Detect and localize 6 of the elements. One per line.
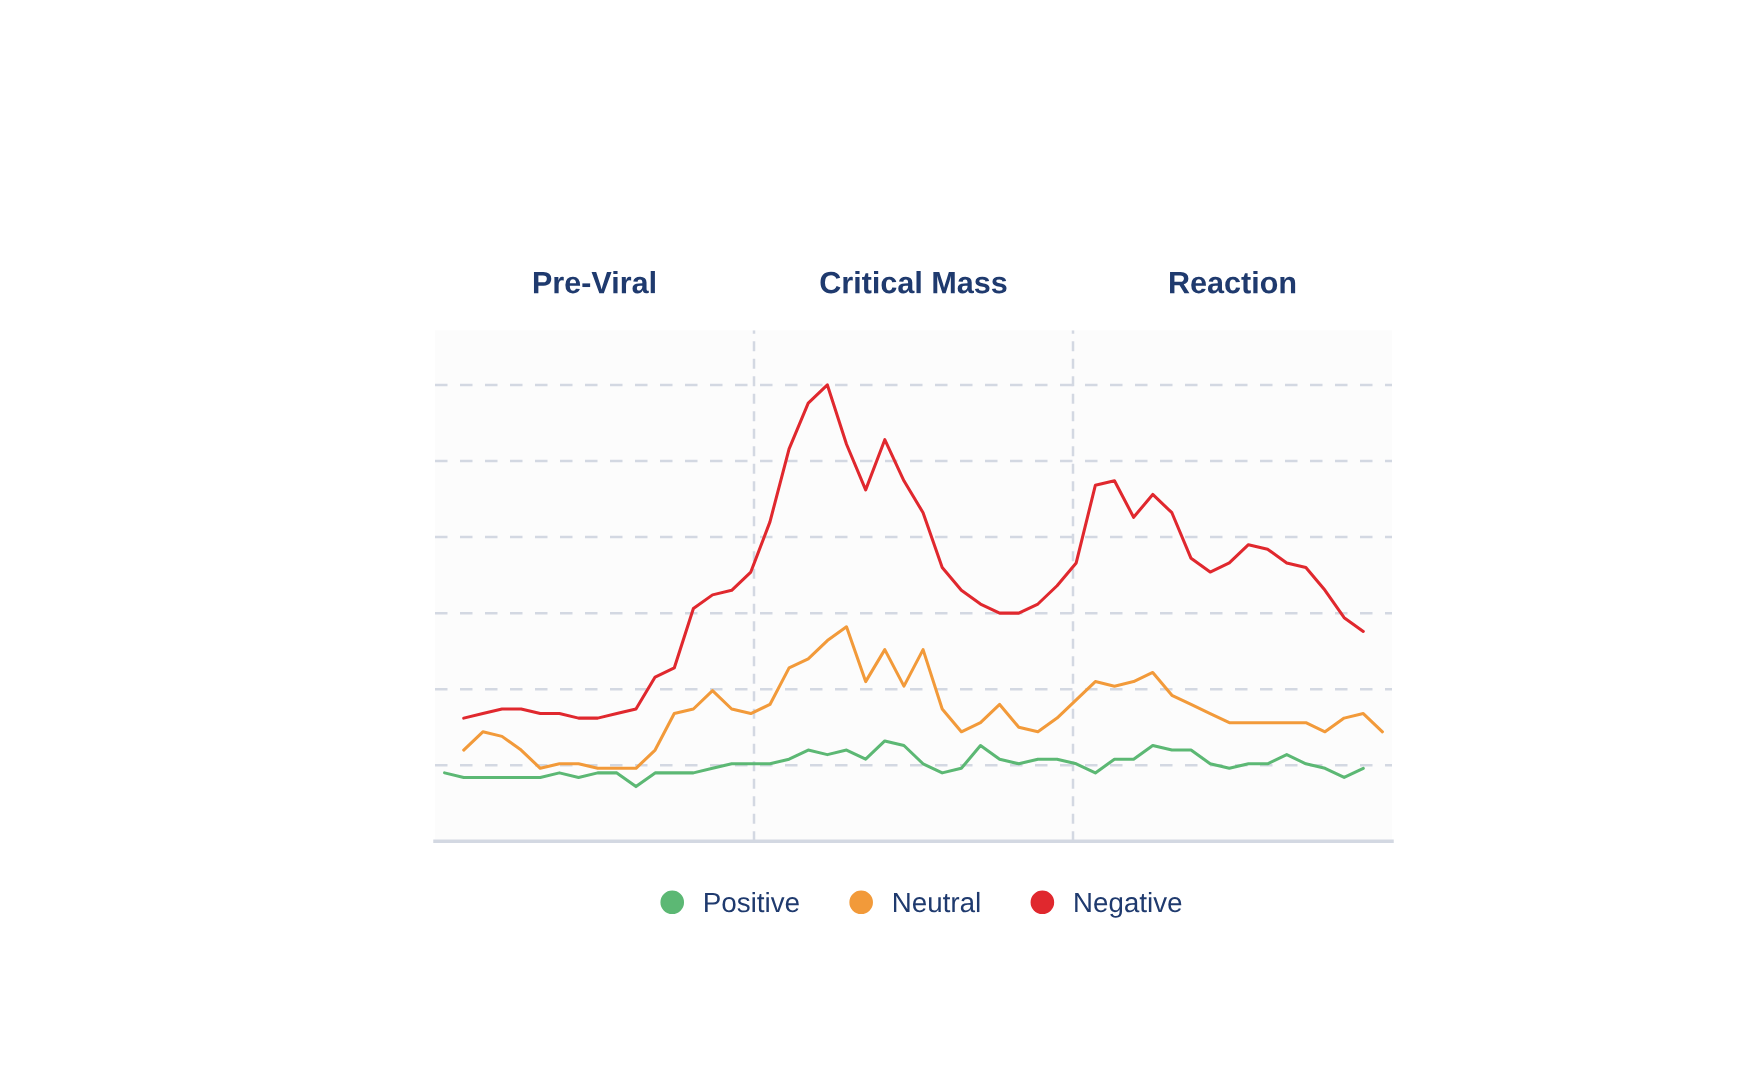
legend-label: Neutral [893,891,980,913]
legend-label: Negative [1075,891,1182,918]
legend-label: Positive [705,891,799,913]
text: Critical Mass [820,270,1007,294]
text: Pre-Viral [533,270,655,294]
text: Reaction [1170,270,1296,294]
